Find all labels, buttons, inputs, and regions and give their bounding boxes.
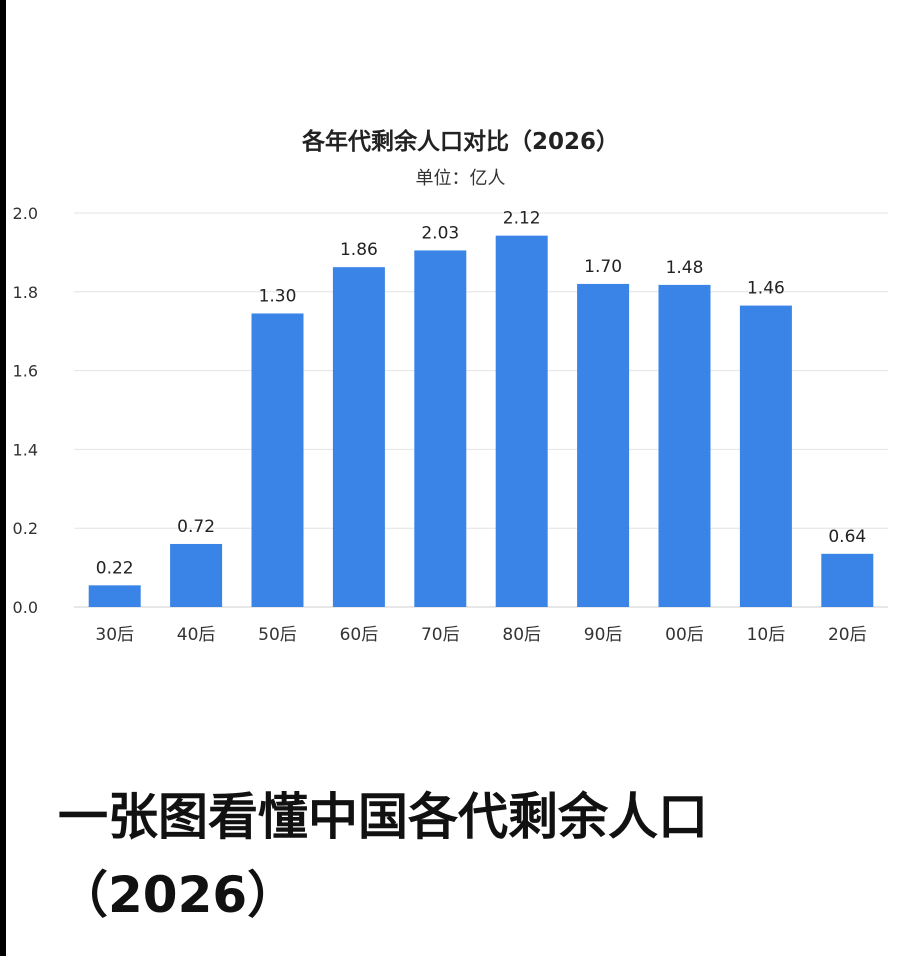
- caption-line-1: 一张图看懂中国各代剩余人口: [58, 788, 708, 846]
- caption: 一张图看懂中国各代剩余人口 （2026）: [58, 778, 898, 934]
- data-label: 1.86: [340, 240, 378, 260]
- y-tick-label: 2.0: [13, 204, 38, 223]
- chart-title: 各年代剩余人口对比（2026）: [301, 129, 619, 155]
- bar: [658, 284, 711, 607]
- data-label: 2.03: [421, 223, 459, 243]
- bar: [821, 553, 874, 607]
- x-tick-label: 80后: [502, 625, 541, 645]
- x-tick-label: 90后: [584, 625, 623, 645]
- x-tick-label: 30后: [95, 625, 134, 645]
- x-tick-label: 60后: [340, 625, 379, 645]
- data-label: 1.48: [666, 258, 704, 278]
- bar: [170, 543, 223, 607]
- x-tick-label: 00后: [665, 625, 704, 645]
- data-label: 0.22: [96, 558, 134, 578]
- data-label: 1.70: [584, 257, 622, 277]
- x-tick-label: 70后: [421, 625, 460, 645]
- bar: [332, 267, 385, 607]
- bar: [88, 585, 141, 607]
- x-tick-label: 20后: [828, 625, 867, 645]
- x-tick-label: 10后: [747, 625, 786, 645]
- bar: [577, 283, 630, 607]
- data-label: 0.64: [828, 527, 866, 547]
- bar: [739, 305, 792, 607]
- y-tick-label: 1.6: [13, 362, 38, 381]
- y-tick-label: 1.8: [13, 283, 38, 302]
- bar: [495, 235, 548, 607]
- x-tick-label: 40后: [177, 625, 216, 645]
- caption-line-2: （2026）: [58, 866, 298, 924]
- chart-subtitle: 单位：亿人: [415, 168, 506, 189]
- bar: [251, 313, 304, 607]
- chart-canvas: 各年代剩余人口对比（2026） 单位：亿人 0.0 0.2 1.4 1.6 1.8 2.0…: [6, 0, 915, 956]
- bar-chart: 0.0 0.2 1.4 1.6 1.8 2.0 0.22 30后 0.72 40后 1.30 50后 1…: [13, 204, 888, 645]
- data-label: 1.30: [259, 286, 297, 306]
- data-label: 0.72: [177, 517, 215, 537]
- y-tick-label: 1.4: [13, 440, 38, 459]
- data-label: 2.12: [503, 209, 541, 229]
- y-tick-label: 0.0: [13, 598, 38, 617]
- y-tick-label: 0.2: [13, 519, 38, 538]
- x-tick-label: 50后: [258, 625, 297, 645]
- data-label: 1.46: [747, 279, 785, 299]
- bar: [414, 250, 467, 607]
